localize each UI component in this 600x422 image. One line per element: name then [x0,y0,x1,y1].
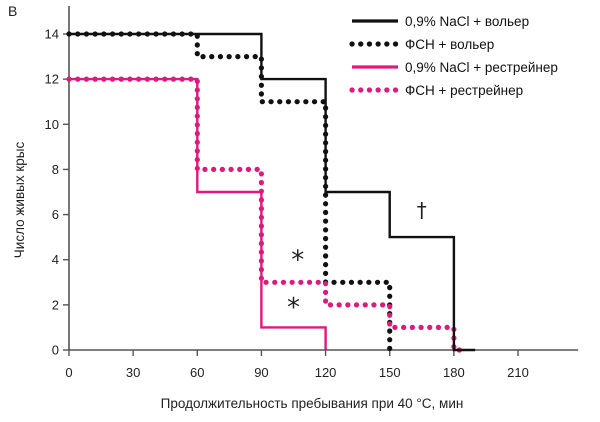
annotation-1: * [291,246,304,276]
legend-label-1: 0,9% NaCl + вольер [405,14,529,29]
x-tick-label-0: 0 [65,365,72,380]
series-line-1 [69,32,476,352]
y-tick-label-2: 2 [52,297,59,312]
x-tick-label-210: 210 [507,365,529,380]
x-axis-label: Продолжительность пребывания при 40 °С, … [161,396,464,411]
y-tick-label-0: 0 [52,343,59,358]
series-line-3 [69,77,327,350]
x-tick-label-30: 30 [126,365,140,380]
x-tick-label-150: 150 [379,365,401,380]
series-layer [66,31,476,353]
legend-label-4: ФСН + рестрейнер [405,83,523,98]
legend-label-3: 0,9% NaCl + рестрейнер [405,60,558,75]
y-tick-label-4: 4 [52,252,59,267]
x-tick-label-90: 90 [254,365,268,380]
series-line-4 [66,76,468,353]
series-line-2 [66,31,393,353]
y-tick-label-8: 8 [52,162,59,177]
x-tick-label-180: 180 [443,365,465,380]
legend: 0,9% NaCl + вольер ФСН + вольер 0,9% NaCl … [349,14,558,98]
annotation-3: † [417,198,427,222]
y-axis-label: Число живых крыс [12,142,27,259]
annotation-2: * [287,293,300,323]
axes: 0 2 4 6 8 10 12 14 0 30 60 90 120 150 180 210 [45,6,579,380]
annotation-layer: * * † [287,198,427,323]
panel-label: B [8,3,17,19]
legend-label-2: ФСН + вольер [405,37,494,52]
x-tick-label-60: 60 [190,365,204,380]
y-tick-label-10: 10 [45,117,59,132]
y-tick-label-12: 12 [45,72,59,87]
y-tick-label-14: 14 [45,27,59,42]
y-tick-label-6: 6 [52,207,59,222]
x-tick-label-120: 120 [315,365,337,380]
